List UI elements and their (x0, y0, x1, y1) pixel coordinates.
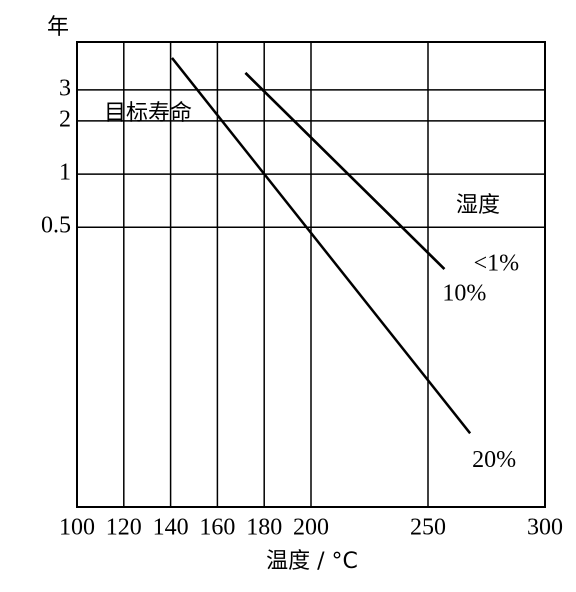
series-label: 10% (442, 280, 486, 306)
line (171, 57, 472, 435)
line (244, 72, 446, 270)
series-label: 20% (472, 447, 516, 473)
x-tick-label: 200 (293, 515, 329, 541)
plot-frame (76, 41, 546, 508)
x-tick-label: 180 (246, 515, 282, 541)
y-tick-label: 0.5 (41, 213, 71, 239)
x-axis-label: 温度 / °C (266, 549, 358, 574)
series-label: <1% (474, 250, 520, 276)
x-tick-label: 100 (59, 515, 95, 541)
legend-title: 湿度 (456, 193, 500, 218)
y-unit-label: 年 (47, 15, 69, 40)
y-tick-label: 3 (59, 75, 71, 101)
x-tick-label: 120 (106, 515, 142, 541)
x-tick-label: 140 (153, 515, 189, 541)
x-tick-label: 160 (199, 515, 235, 541)
y-tick-label: 1 (59, 160, 71, 186)
annotation: 目标寿命 (104, 101, 192, 126)
x-tick-label: 300 (527, 515, 563, 541)
x-tick-label: 250 (410, 515, 446, 541)
y-tick-label: 2 (59, 106, 71, 132)
